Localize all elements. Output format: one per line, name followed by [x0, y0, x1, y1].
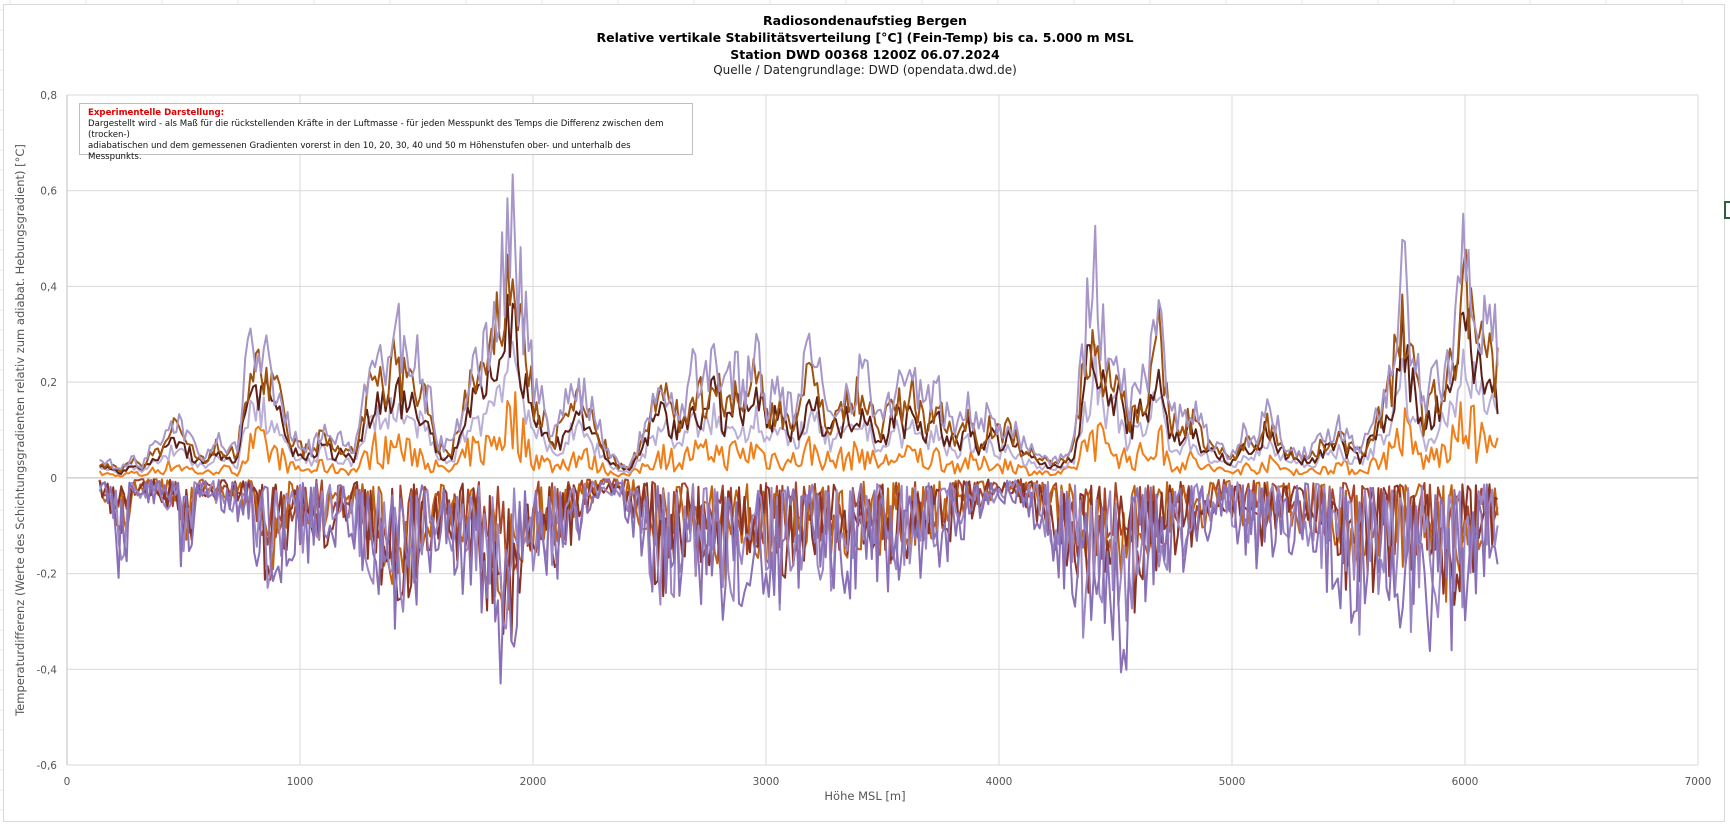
annotation-line-2: adiabatischen und dem gemessenen Gradien…: [88, 141, 631, 162]
x-axis-label: Höhe MSL [m]: [824, 789, 906, 803]
y-tick-label: -0,6: [37, 760, 58, 772]
y-tick-label: 0,2: [40, 377, 57, 389]
series-line-50-m-pos[interactable]: [99, 173, 1499, 471]
chart-subtitle-2: Station DWD 00368 1200Z 06.07.2024: [730, 47, 1000, 62]
series-line-10-m-pos[interactable]: [98, 391, 1499, 479]
y-axis-label: Temperaturdifferenz (Werte des Schichtun…: [13, 144, 27, 716]
x-tick-label: 4000: [986, 776, 1013, 788]
series-line-40-m-pos[interactable]: [99, 248, 1499, 473]
series-line-30-m-pos[interactable]: [99, 293, 1499, 475]
chart-source: Quelle / Datengrundlage: DWD (opendata.d…: [713, 63, 1017, 77]
annotation-heading: Experimentelle Darstellung:: [88, 108, 225, 118]
annotation-line-1: Dargestellt wird - als Maß für die rücks…: [88, 119, 664, 140]
y-tick-label: 0,6: [40, 186, 57, 198]
x-tick-label: 0: [64, 776, 71, 788]
x-tick-label: 7000: [1685, 776, 1712, 788]
x-tick-label: 1000: [287, 776, 314, 788]
x-tick-label: 6000: [1452, 776, 1479, 788]
series-line-50-m-neg[interactable]: [99, 478, 1499, 685]
annotation-box[interactable]: Experimentelle Darstellung: Dargestellt …: [79, 103, 693, 162]
y-tick-label: 0,8: [40, 90, 57, 102]
y-tick-label: 0: [50, 473, 57, 485]
selection-handle[interactable]: [1724, 201, 1730, 219]
y-tick-label: -0,4: [37, 664, 58, 676]
y-tick-label: 0,4: [40, 281, 57, 293]
x-tick-label: 2000: [520, 776, 547, 788]
chart-subtitle-1: Relative vertikale Stabilitätsverteilung…: [596, 30, 1134, 45]
series-line-40-m-neg[interactable]: [98, 479, 1499, 639]
x-tick-label: 3000: [753, 776, 780, 788]
chart-title: Radiosondenaufstieg Bergen: [763, 13, 967, 28]
x-tick-label: 5000: [1219, 776, 1246, 788]
y-tick-label: -0,2: [37, 569, 58, 581]
